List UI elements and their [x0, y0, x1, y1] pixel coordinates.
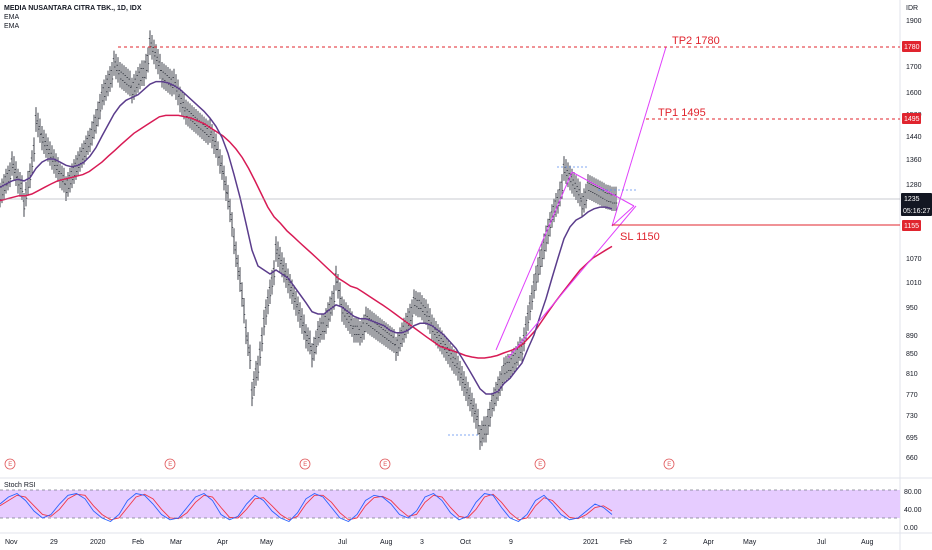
svg-text:E: E: [168, 462, 172, 468]
time-tick-label: 2: [663, 539, 667, 546]
price-tick-label: 810: [906, 371, 918, 378]
time-tick-label: Feb: [132, 539, 144, 546]
price-tick-label: 695: [906, 435, 918, 442]
stoch-band: [0, 490, 900, 518]
price-tick-label: 850: [906, 351, 918, 358]
triangle-bottom-line[interactable]: [611, 205, 635, 227]
time-tick-label: Nov: [5, 539, 18, 546]
triangle-top-line[interactable]: [571, 171, 635, 207]
stoch-tick-label: 40.00: [904, 507, 922, 514]
upper-trendline[interactable]: [495, 171, 573, 351]
tp2-label: TP2 1780: [672, 35, 720, 47]
svg-text:E: E: [8, 462, 12, 468]
time-tick-label: 2021: [583, 539, 599, 546]
projection-line[interactable]: [611, 46, 667, 227]
time-tick-label: Jul: [338, 539, 347, 546]
price-tick-label: 1600: [906, 90, 922, 97]
time-tick-label: May: [743, 539, 757, 546]
svg-text:E: E: [538, 462, 542, 468]
currency-label: IDR: [906, 5, 918, 12]
price-tick-label: 1900: [906, 18, 922, 25]
time-tick-label: Apr: [217, 539, 229, 546]
stoch-k-line: [0, 492, 613, 523]
time-tick-label: Aug: [380, 539, 393, 546]
svg-text:1495: 1495: [904, 116, 920, 123]
time-tick-label: 3: [420, 539, 424, 546]
price-tick-label: 950: [906, 305, 918, 312]
sl-label: SL 1150: [620, 231, 660, 243]
price-tick-label: 770: [906, 392, 918, 399]
stoch-rsi-lines: [0, 492, 613, 523]
time-tick-label: Oct: [460, 539, 471, 546]
stoch-tick-label: 80.00: [904, 489, 922, 496]
svg-text:E: E: [383, 462, 387, 468]
price-tick-label: 1280: [906, 182, 922, 189]
ema-legend-2[interactable]: EMA: [4, 23, 20, 30]
price-tick-label: 1010: [906, 280, 922, 287]
price-tick-label: 1440: [906, 134, 922, 141]
lower-trendline[interactable]: [507, 205, 637, 359]
time-tick-label: Jul: [817, 539, 826, 546]
stoch-axis: 80.00 40.00 0.00: [904, 489, 922, 532]
svg-text:E: E: [667, 462, 671, 468]
svg-text:05:16:27: 05:16:27: [903, 208, 930, 215]
time-tick-label: Mar: [170, 539, 183, 546]
price-tick-label: 660: [906, 455, 918, 462]
symbol-title: MEDIA NUSANTARA CITRA TBK., 1D, IDX: [4, 5, 142, 12]
stoch-tick-label: 0.00: [904, 525, 918, 532]
price-tick-label: 1700: [906, 64, 922, 71]
ema-fast-line: [0, 80, 613, 395]
tp1-label: TP1 1495: [658, 107, 706, 119]
svg-text:1155: 1155: [904, 223, 919, 230]
price-tick-label: 730: [906, 413, 918, 420]
earnings-event-marker[interactable]: E: [299, 458, 311, 470]
pattern-drawings[interactable]: [495, 46, 667, 359]
time-axis[interactable]: Nov 29 2020 Feb Mar Apr May Jul Aug 3 Oct 9 2021 Feb 2…: [5, 539, 874, 546]
ema-legend-1[interactable]: EMA: [4, 14, 20, 21]
time-tick-label: 29: [50, 539, 58, 546]
time-tick-label: 2020: [90, 539, 106, 546]
earnings-event-marker[interactable]: E: [663, 458, 675, 470]
earnings-event-marker[interactable]: E: [379, 458, 391, 470]
price-tick-label: 1070: [906, 256, 922, 263]
price-axis[interactable]: 1900170016001520144013601280107010109508…: [906, 18, 922, 462]
earnings-event-marker[interactable]: E: [164, 458, 176, 470]
price-tick-label: 890: [906, 333, 918, 340]
ema-slow-line: [0, 114, 613, 359]
stoch-d-line: [0, 493, 613, 521]
price-bars: [0, 30, 618, 450]
stoch-rsi-label[interactable]: Stoch RSI: [4, 482, 36, 489]
tp1-price-tag: 1495: [902, 113, 921, 124]
chart-legend[interactable]: MEDIA NUSANTARA CITRA TBK., 1D, IDX EMA …: [4, 4, 142, 31]
sl-price-tag: 1155: [902, 220, 921, 231]
tp2-price-tag: 1780: [902, 41, 921, 52]
time-tick-label: May: [260, 539, 274, 546]
svg-text:E: E: [303, 462, 307, 468]
svg-text:1235: 1235: [904, 196, 920, 203]
time-tick-label: 9: [509, 539, 513, 546]
time-tick-label: Aug: [861, 539, 874, 546]
earnings-event-marker[interactable]: E: [534, 458, 546, 470]
time-tick-label: Apr: [703, 539, 715, 546]
earnings-event-marker[interactable]: E: [4, 458, 16, 470]
svg-text:1780: 1780: [904, 44, 920, 51]
time-tick-label: Feb: [620, 539, 632, 546]
price-tick-label: 1360: [906, 157, 922, 164]
current-price-tag: 1235 05:16:27: [901, 193, 932, 216]
